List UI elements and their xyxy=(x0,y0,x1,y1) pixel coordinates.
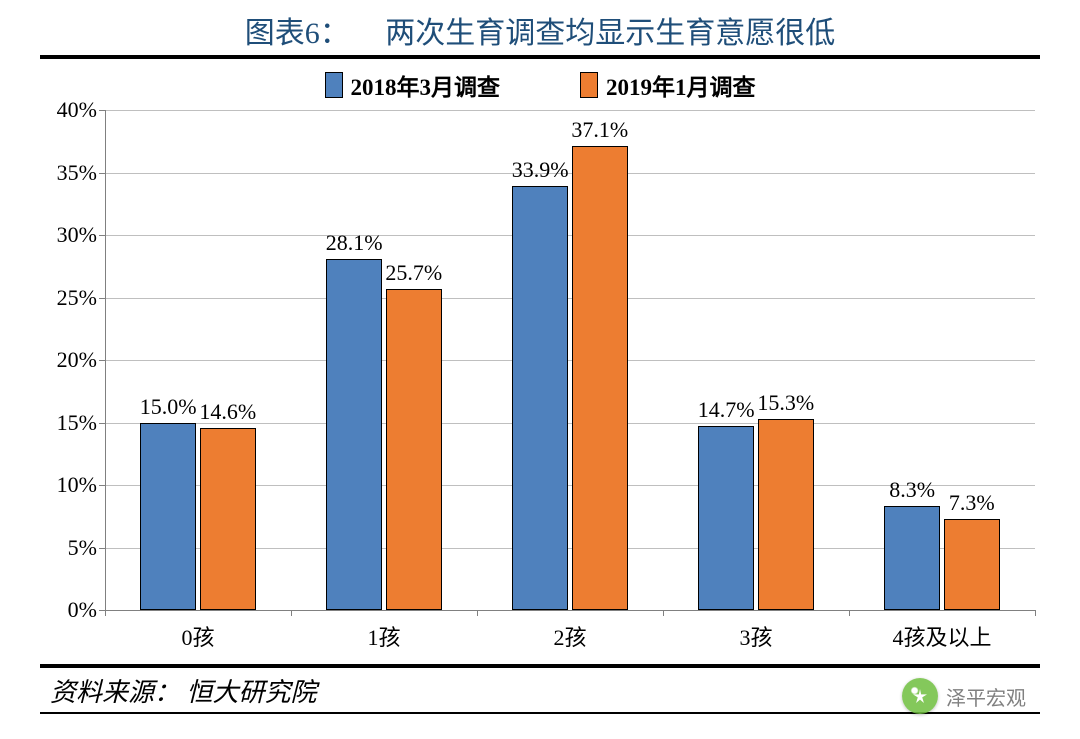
wechat-icon xyxy=(902,678,938,714)
bar-value-label: 15.0% xyxy=(140,394,197,420)
x-tick-mark xyxy=(1035,610,1036,616)
bar: 15.0% xyxy=(140,423,196,611)
legend-label: 2019年1月调查 xyxy=(606,75,756,100)
bar-value-label: 33.9% xyxy=(512,157,569,183)
category-group: 3孩14.7%15.3% xyxy=(663,110,849,610)
title-underline xyxy=(40,55,1040,59)
bar: 15.3% xyxy=(758,419,814,610)
y-tick-label: 25% xyxy=(57,285,105,311)
source-line: 资料来源： 恒大研究院 xyxy=(50,672,317,709)
bottom-rule-upper xyxy=(40,664,1040,668)
source-value: 恒大研究院 xyxy=(187,678,317,707)
bar: 14.7% xyxy=(698,426,754,610)
plot-area: 0%5%10%15%20%25%30%35%40%0孩15.0%14.6%1孩2… xyxy=(105,110,1035,610)
x-tick-label: 4孩及以上 xyxy=(892,620,991,652)
bar: 33.9% xyxy=(512,186,568,610)
bar: 28.1% xyxy=(326,259,382,610)
y-tick-label: 10% xyxy=(57,472,105,498)
y-tick-label: 40% xyxy=(57,97,105,123)
category-group: 4孩及以上8.3%7.3% xyxy=(849,110,1035,610)
watermark: 泽平宏观 xyxy=(902,678,1026,714)
category-group: 1孩28.1%25.7% xyxy=(291,110,477,610)
bar-value-label: 8.3% xyxy=(889,477,935,503)
y-tick-label: 15% xyxy=(57,410,105,436)
y-tick-label: 20% xyxy=(57,347,105,373)
chart-figure: { "title": { "prefix": "图表6：", "text": "… xyxy=(0,0,1080,739)
bar-value-label: 37.1% xyxy=(571,117,628,143)
bar-value-label: 28.1% xyxy=(326,230,383,256)
bar-value-label: 15.3% xyxy=(757,390,814,416)
category-group: 2孩33.9%37.1% xyxy=(477,110,663,610)
watermark-label: 泽平宏观 xyxy=(946,682,1026,711)
bar: 14.6% xyxy=(200,428,256,611)
bar-value-label: 14.6% xyxy=(199,399,256,425)
legend: 2018年3月调查 2019年1月调查 xyxy=(0,68,1080,102)
bottom-rule-lower xyxy=(40,712,1040,714)
legend-item: 2018年3月调查 xyxy=(325,68,501,102)
bar: 8.3% xyxy=(884,506,940,610)
bar: 37.1% xyxy=(572,146,628,610)
x-axis-line xyxy=(105,610,1035,611)
title-prefix: 图表6： xyxy=(245,8,350,52)
bar: 7.3% xyxy=(944,519,1000,610)
chart-title: 图表6： 两次生育调查均显示生育意愿很低 xyxy=(50,8,1030,52)
legend-swatch xyxy=(325,72,343,98)
x-tick-mark xyxy=(291,610,292,616)
x-tick-mark xyxy=(663,610,664,616)
y-tick-label: 35% xyxy=(57,160,105,186)
bar-value-label: 25.7% xyxy=(385,260,442,286)
bar-value-label: 7.3% xyxy=(949,490,995,516)
source-label: 资料来源： xyxy=(50,678,180,707)
x-tick-mark xyxy=(849,610,850,616)
y-tick-label: 30% xyxy=(57,222,105,248)
title-main: 两次生育调查均显示生育意愿很低 xyxy=(385,8,835,52)
bar-value-label: 14.7% xyxy=(698,397,755,423)
x-tick-label: 3孩 xyxy=(739,620,772,652)
legend-label: 2018年3月调查 xyxy=(351,75,501,100)
legend-swatch xyxy=(580,72,598,98)
x-tick-label: 2孩 xyxy=(553,620,586,652)
x-tick-label: 1孩 xyxy=(367,620,400,652)
x-tick-label: 0孩 xyxy=(181,620,214,652)
x-tick-mark xyxy=(105,610,106,616)
legend-item: 2019年1月调查 xyxy=(580,68,756,102)
category-group: 0孩15.0%14.6% xyxy=(105,110,291,610)
x-tick-mark xyxy=(477,610,478,616)
bar: 25.7% xyxy=(386,289,442,610)
